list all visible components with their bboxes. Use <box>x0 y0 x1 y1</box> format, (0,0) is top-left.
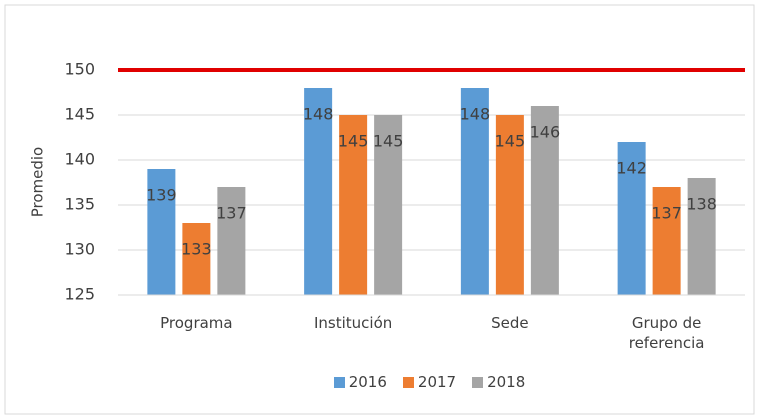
data-label: 137 <box>651 204 682 223</box>
legend-swatch <box>333 376 345 388</box>
y-tick-label: 125 <box>64 285 95 304</box>
x-tick-label: Sede <box>491 314 529 332</box>
data-label: 145 <box>495 132 526 151</box>
bar <box>217 187 246 295</box>
data-label: 133 <box>181 240 212 259</box>
bar <box>147 169 176 295</box>
data-label: 137 <box>216 204 247 223</box>
y-tick-label: 130 <box>64 240 95 259</box>
bar <box>530 106 559 295</box>
bar <box>182 223 211 295</box>
y-tick-label: 150 <box>64 60 95 79</box>
bar <box>374 115 403 295</box>
data-label: 145 <box>373 132 404 151</box>
y-tick-label: 135 <box>64 195 95 214</box>
legend-item: 2016 <box>333 373 387 391</box>
bar <box>687 178 716 295</box>
y-tick-label: 140 <box>64 150 95 169</box>
x-tick-label: Programa <box>160 314 233 332</box>
y-axis-label: Promedio <box>29 147 47 218</box>
legend-label: 2018 <box>487 373 526 391</box>
x-tick-label: Institución <box>313 314 393 332</box>
data-label: 148 <box>460 105 491 124</box>
bar <box>617 142 646 295</box>
data-label: 145 <box>338 132 369 151</box>
bar <box>652 187 681 295</box>
legend-item: 2018 <box>472 373 525 391</box>
legend-swatch <box>402 376 414 388</box>
bar <box>460 88 489 295</box>
data-label: 138 <box>686 195 717 214</box>
legend-label: 2016 <box>348 373 387 391</box>
data-label: 139 <box>146 186 177 205</box>
bar <box>304 88 333 295</box>
x-tick-label: Grupo de referencia <box>628 314 705 352</box>
data-label: 142 <box>616 159 647 178</box>
y-tick-label: 145 <box>64 105 95 124</box>
data-label: 146 <box>530 123 561 142</box>
bar <box>339 115 368 295</box>
bar <box>495 115 524 295</box>
legend: 2016 2017 2018 <box>0 373 759 391</box>
legend-label: 2017 <box>417 373 457 391</box>
legend-swatch <box>472 376 484 388</box>
data-label: 148 <box>303 105 334 124</box>
legend-item: 2017 <box>402 373 457 391</box>
